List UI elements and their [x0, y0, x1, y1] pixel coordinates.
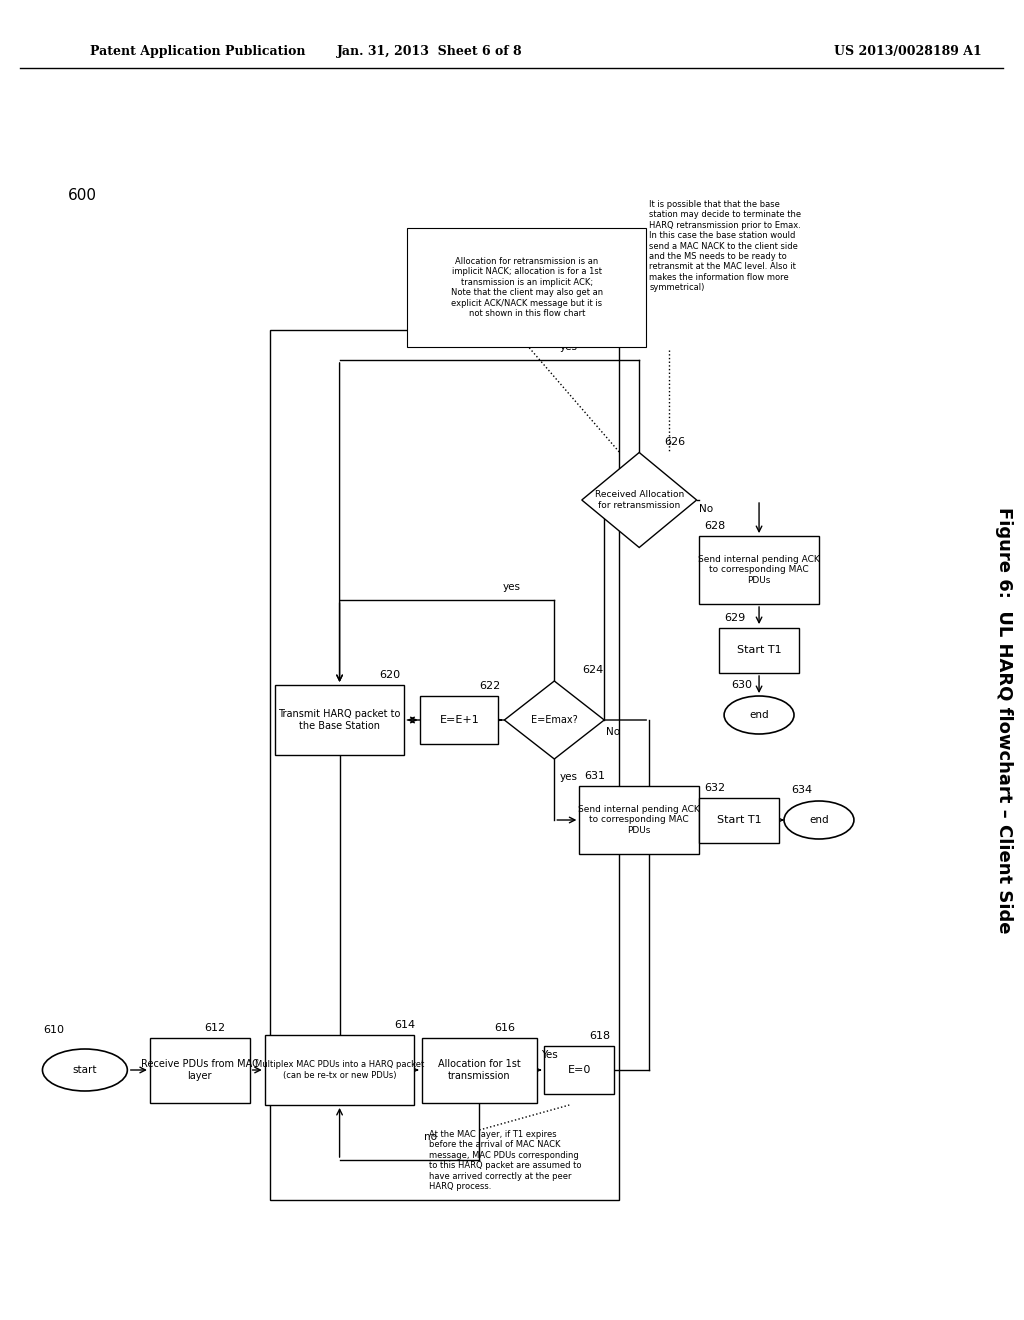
Text: 612: 612	[205, 1023, 226, 1034]
Text: Send internal pending ACK
to corresponding MAC
PDUs: Send internal pending ACK to correspondi…	[579, 805, 700, 836]
Text: 616: 616	[495, 1023, 515, 1034]
Text: It is possible that that the base
station may decide to terminate the
HARQ retra: It is possible that that the base statio…	[649, 201, 802, 292]
Text: 610: 610	[43, 1026, 63, 1035]
Text: end: end	[809, 814, 828, 825]
Text: Receive PDUs from MAC
layer: Receive PDUs from MAC layer	[141, 1059, 259, 1081]
Text: No: No	[606, 727, 621, 737]
Text: 630: 630	[731, 680, 752, 690]
Text: Jan. 31, 2013  Sheet 6 of 8: Jan. 31, 2013 Sheet 6 of 8	[337, 45, 522, 58]
FancyBboxPatch shape	[545, 1045, 614, 1094]
Text: 614: 614	[394, 1020, 416, 1030]
Text: Start T1: Start T1	[717, 814, 762, 825]
Ellipse shape	[784, 801, 854, 840]
Text: end: end	[750, 710, 769, 719]
FancyBboxPatch shape	[421, 696, 499, 744]
Text: E=0: E=0	[567, 1065, 591, 1074]
Text: At the MAC layer, if T1 expires
before the arrival of MAC NACK
message, MAC PDUs: At the MAC layer, if T1 expires before t…	[429, 1130, 582, 1191]
Text: 622: 622	[479, 681, 501, 690]
FancyBboxPatch shape	[150, 1038, 250, 1102]
Text: start: start	[73, 1065, 97, 1074]
Text: yes: yes	[559, 342, 578, 352]
Text: 634: 634	[791, 785, 812, 795]
Text: Figure 6:  UL HARQ flowchart – Client Side: Figure 6: UL HARQ flowchart – Client Sid…	[994, 507, 1013, 933]
Text: 600: 600	[68, 187, 96, 202]
FancyBboxPatch shape	[719, 627, 799, 672]
Text: US 2013/0028189 A1: US 2013/0028189 A1	[834, 45, 982, 58]
Text: yes: yes	[503, 582, 520, 591]
Ellipse shape	[724, 696, 794, 734]
Text: 629: 629	[724, 612, 745, 623]
Text: Send internal pending ACK
to corresponding MAC
PDUs: Send internal pending ACK to correspondi…	[698, 556, 820, 585]
Text: Allocation for 1st
transmission: Allocation for 1st transmission	[438, 1059, 521, 1081]
FancyBboxPatch shape	[274, 685, 404, 755]
Text: 626: 626	[665, 437, 685, 447]
Text: no: no	[425, 1133, 437, 1142]
FancyBboxPatch shape	[580, 785, 699, 854]
Text: No: No	[699, 504, 714, 513]
Text: 620: 620	[380, 671, 400, 680]
FancyBboxPatch shape	[408, 228, 646, 347]
Text: yes: yes	[559, 772, 578, 781]
FancyBboxPatch shape	[264, 1035, 415, 1105]
Text: Multiplex MAC PDUs into a HARQ packet
(can be re-tx or new PDUs): Multiplex MAC PDUs into a HARQ packet (c…	[255, 1060, 424, 1080]
Text: 618: 618	[589, 1031, 610, 1041]
Text: 628: 628	[705, 521, 725, 531]
Polygon shape	[582, 453, 696, 548]
Text: Yes: Yes	[542, 1049, 558, 1060]
Text: 624: 624	[583, 665, 603, 675]
Text: Start T1: Start T1	[736, 645, 781, 655]
FancyBboxPatch shape	[422, 1038, 537, 1102]
Text: Allocation for retransmission is an
implicit NACK; allocation is for a 1st
trans: Allocation for retransmission is an impl…	[451, 257, 603, 318]
Text: Received Allocation
for retransmission: Received Allocation for retransmission	[595, 490, 684, 510]
Text: 632: 632	[705, 783, 725, 793]
Ellipse shape	[42, 1049, 127, 1092]
Polygon shape	[505, 681, 604, 759]
Text: E=Emax?: E=Emax?	[530, 715, 578, 725]
FancyBboxPatch shape	[699, 797, 779, 842]
Text: Patent Application Publication: Patent Application Publication	[90, 45, 305, 58]
FancyBboxPatch shape	[699, 536, 819, 605]
Text: E=E+1: E=E+1	[439, 715, 479, 725]
Text: Transmit HARQ packet to
the Base Station: Transmit HARQ packet to the Base Station	[279, 709, 400, 731]
Text: 631: 631	[585, 771, 605, 781]
